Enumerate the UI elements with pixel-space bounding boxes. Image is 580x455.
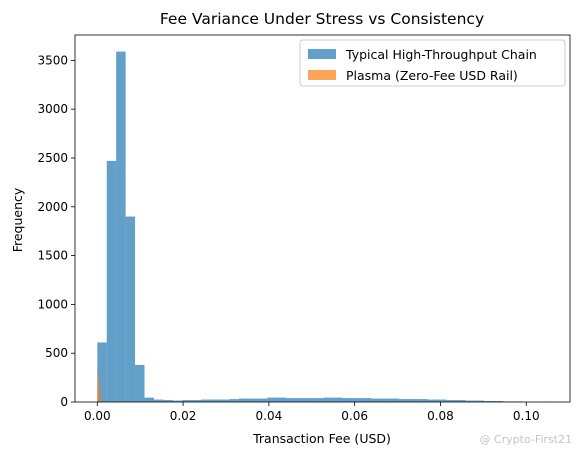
axes-layer: 0.00 0.02 0.04 0.06 0.08 0.10 0 500 1000 1500 2000… <box>37 34 571 423</box>
histogram-bar-series-1 <box>380 398 390 402</box>
histogram-bar-series-1 <box>191 400 202 402</box>
plot-frame <box>74 34 571 403</box>
histogram-bar-series-1 <box>437 399 447 402</box>
legend-swatch <box>308 70 336 80</box>
histogram-bar-series-1 <box>484 401 494 402</box>
y-tick-label: 500 <box>45 346 68 360</box>
histogram-bar-series-1 <box>455 400 466 402</box>
histogram-bar-series-1 <box>267 397 277 402</box>
histogram-bar-series-1 <box>153 399 164 402</box>
histogram-bar-series-1 <box>493 401 504 402</box>
histogram-bar-series-1 <box>201 399 211 402</box>
histogram-bar-series-2 <box>97 368 98 402</box>
legend: Typical High-Throughput Chain Plasma (Zer… <box>299 39 566 87</box>
histogram-bar-series-1 <box>97 342 107 402</box>
histogram-bar-series-1 <box>144 397 154 402</box>
y-tick-label: 3000 <box>37 102 68 116</box>
histogram-bar-series-1 <box>323 397 334 402</box>
x-tick-label: 0.06 <box>341 409 368 423</box>
histogram-bar-series-2 <box>99 384 100 402</box>
bars-layer <box>97 51 551 403</box>
y-tick-label: 0 <box>60 395 68 409</box>
legend-label: Typical High-Throughput Chain <box>345 47 537 62</box>
legend-swatch <box>308 49 336 59</box>
histogram-bar-series-1 <box>314 398 324 402</box>
histogram-bar-series-2 <box>99 388 100 402</box>
histogram-bar-series-1 <box>276 397 287 402</box>
histogram-bar-series-1 <box>172 400 183 402</box>
histogram-bar-series-1 <box>286 398 296 402</box>
histogram-bar-series-1 <box>135 364 145 402</box>
histogram-bar-series-1 <box>106 160 117 402</box>
histogram-bar-series-1 <box>219 399 230 402</box>
histogram-bar-series-1 <box>465 400 475 402</box>
x-tick-label: 0.08 <box>427 409 454 423</box>
histogram-bar-series-1 <box>342 398 353 402</box>
histogram-bar-series-1 <box>389 398 400 402</box>
y-tick-label: 1000 <box>37 297 68 311</box>
x-tick-label: 0.10 <box>513 409 540 423</box>
histogram-bar-series-1 <box>257 398 268 402</box>
y-axis-label: Frequency <box>10 187 25 252</box>
histogram-bar-series-2 <box>99 392 101 402</box>
histogram-bar-series-1 <box>418 399 428 402</box>
histogram-bar-series-1 <box>427 399 438 402</box>
watermark: @ Crypto-First21 <box>479 433 572 446</box>
y-tick-label: 1500 <box>37 249 68 263</box>
y-tick-label: 3500 <box>37 53 68 67</box>
histogram-bar-series-2 <box>101 401 102 402</box>
legend-box <box>299 39 566 87</box>
histogram-bar-series-1 <box>370 398 381 402</box>
histogram-bar-series-1 <box>304 398 315 402</box>
x-axis-label: Transaction Fee (USD) <box>252 431 391 446</box>
histogram-bar-series-1 <box>352 398 362 402</box>
x-tick-label: 0.04 <box>256 409 283 423</box>
histogram-bar-series-2 <box>97 372 99 402</box>
x-tick-label: 0.02 <box>170 409 197 423</box>
histogram-bar-series-2 <box>100 396 101 402</box>
chart-title: Fee Variance Under Stress vs Consistency <box>160 10 484 28</box>
histogram-bar-series-1 <box>116 51 126 403</box>
histogram-bar-series-1 <box>238 398 249 402</box>
histogram-bar-series-1 <box>210 399 220 402</box>
histogram-bar-series-1 <box>248 398 258 402</box>
histogram-bar-series-2 <box>100 399 102 402</box>
histogram-bar-series-1 <box>333 397 343 402</box>
histogram-bar-series-1 <box>474 400 485 402</box>
histogram-bar-series-2 <box>98 380 100 402</box>
histogram-bar-series-1 <box>446 400 456 402</box>
histogram-bar-series-1 <box>229 399 239 402</box>
y-tick-label: 2500 <box>37 151 68 165</box>
histogram-bar-series-1 <box>295 398 305 402</box>
histogram-bar-series-1 <box>408 399 419 402</box>
histogram-bar-series-1 <box>361 398 371 402</box>
y-tick-label: 2000 <box>37 200 68 214</box>
x-tick-label: 0.00 <box>84 409 111 423</box>
histogram-bar-series-2 <box>98 376 99 402</box>
histogram-bar-series-1 <box>182 400 192 402</box>
histogram-bar-series-1 <box>163 400 173 402</box>
histogram-bar-series-1 <box>399 399 409 402</box>
histogram-bar-series-1 <box>125 216 136 402</box>
legend-label: Plasma (Zero-Fee USD Rail) <box>346 68 518 83</box>
